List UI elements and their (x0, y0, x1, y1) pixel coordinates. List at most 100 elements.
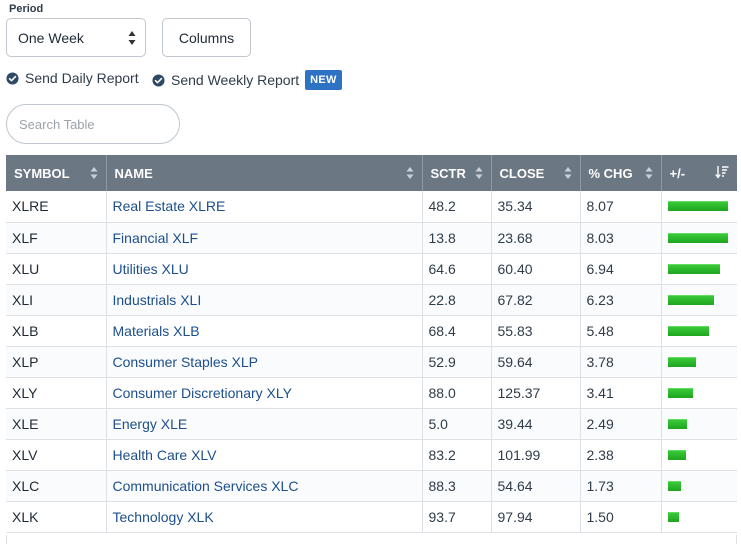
cell-sctr: 5.0 (422, 408, 492, 440)
table-row: XLV Health Care XLV 83.2 101.99 2.38 (6, 439, 737, 471)
cell-close: 55.83 (491, 315, 581, 347)
cell-pct-chg: 1.73 (580, 470, 662, 502)
cell-close: 97.94 (491, 501, 581, 533)
name-link[interactable]: Communication Services XLC (112, 477, 299, 494)
change-bar (667, 201, 728, 212)
cell-name: Health Care XLV (106, 439, 423, 471)
cell-plus-minus (661, 501, 737, 533)
cell-pct-chg: 8.03 (580, 222, 662, 254)
cell-plus-minus (661, 253, 737, 285)
cell-symbol: XLU (6, 253, 107, 285)
cell-pct-chg: 5.48 (580, 315, 662, 347)
search-table-input[interactable] (6, 104, 180, 144)
check-circle-icon (6, 71, 19, 85)
sort-icon (406, 167, 413, 179)
cell-close: 54.64 (491, 470, 581, 502)
cell-close: 35.34 (491, 191, 581, 223)
name-link[interactable]: Health Care XLV (112, 446, 217, 463)
cell-pct-chg: 6.94 (580, 253, 662, 285)
change-bar (667, 263, 720, 274)
cell-close: 125.37 (491, 377, 581, 409)
columns-button[interactable]: Columns (162, 18, 251, 57)
table-row: XLK Technology XLK 93.7 97.94 1.50 (6, 501, 737, 533)
header-symbol[interactable]: SYMBOL (6, 155, 107, 191)
cell-plus-minus (661, 408, 737, 440)
cell-sctr: 64.6 (422, 253, 492, 285)
sort-descending-icon (715, 166, 729, 179)
name-link[interactable]: Financial XLF (112, 229, 199, 246)
cell-name: Materials XLB (106, 315, 423, 347)
cell-name: Financial XLF (106, 222, 423, 254)
cell-name: Industrials XLI (106, 284, 423, 316)
table-row: XLE Energy XLE 5.0 39.44 2.49 (6, 408, 737, 440)
cell-plus-minus (661, 222, 737, 254)
name-link[interactable]: Energy XLE (112, 415, 188, 432)
sort-icon (90, 167, 97, 179)
period-label: Period (9, 3, 44, 15)
cell-symbol: XLB (6, 315, 107, 347)
name-link[interactable]: Real Estate XLRE (112, 198, 226, 215)
cell-plus-minus (661, 284, 737, 316)
period-select[interactable]: One Week (6, 18, 146, 57)
name-link[interactable]: Consumer Discretionary XLY (112, 384, 292, 401)
cell-name: Consumer Staples XLP (106, 346, 423, 378)
table-bottom-edge (6, 535, 737, 544)
cell-symbol: XLE (6, 408, 107, 440)
header-close[interactable]: CLOSE (491, 155, 581, 191)
send-weekly-report-toggle[interactable]: Send Weekly Report NEW (152, 70, 342, 90)
cell-symbol: XLV (6, 439, 107, 471)
cell-pct-chg: 3.41 (580, 377, 662, 409)
name-link[interactable]: Utilities XLU (112, 260, 189, 277)
cell-close: 60.40 (491, 253, 581, 285)
name-link[interactable]: Materials XLB (112, 322, 200, 339)
cell-close: 39.44 (491, 408, 581, 440)
change-bar (667, 387, 693, 398)
header-pct-chg-label: % CHG (588, 165, 633, 181)
cell-close: 101.99 (491, 439, 581, 471)
header-pct-chg[interactable]: % CHG (580, 155, 662, 191)
header-sctr-label: SCTR (430, 165, 466, 181)
cell-name: Real Estate XLRE (106, 191, 423, 223)
table-row: XLRE Real Estate XLRE 48.2 35.34 8.07 (6, 191, 737, 223)
header-symbol-label: SYMBOL (14, 165, 70, 181)
cell-plus-minus (661, 346, 737, 378)
change-bar (667, 511, 679, 522)
sort-icon (475, 167, 482, 179)
header-plus-minus[interactable]: +/- (661, 155, 737, 191)
cell-sctr: 22.8 (422, 284, 492, 316)
cell-name: Consumer Discretionary XLY (106, 377, 423, 409)
cell-pct-chg: 6.23 (580, 284, 662, 316)
send-daily-report-label: Send Daily Report (25, 70, 139, 86)
cell-symbol: XLC (6, 470, 107, 502)
cell-pct-chg: 2.38 (580, 439, 662, 471)
table-row: XLP Consumer Staples XLP 52.9 59.64 3.78 (6, 346, 737, 378)
change-bar (667, 325, 709, 336)
cell-symbol: XLI (6, 284, 107, 316)
cell-plus-minus (661, 191, 737, 223)
cell-symbol: XLY (6, 377, 107, 409)
change-bar (667, 449, 686, 460)
cell-sctr: 93.7 (422, 501, 492, 533)
cell-pct-chg: 1.50 (580, 501, 662, 533)
check-circle-icon (152, 73, 165, 87)
table-row: XLY Consumer Discretionary XLY 88.0 125.37 3… (6, 377, 737, 409)
table-row: XLU Utilities XLU 64.6 60.40 6.94 (6, 253, 737, 285)
name-link[interactable]: Industrials XLI (112, 291, 202, 308)
send-weekly-report-label: Send Weekly Report (171, 72, 300, 88)
new-badge: NEW (305, 70, 342, 90)
cell-symbol: XLRE (6, 191, 107, 223)
table-row: XLF Financial XLF 13.8 23.68 8.03 (6, 222, 737, 254)
name-link[interactable]: Consumer Staples XLP (112, 353, 259, 370)
header-name[interactable]: NAME (106, 155, 423, 191)
cell-close: 23.68 (491, 222, 581, 254)
change-bar (667, 232, 728, 243)
period-selected-value: One Week (18, 29, 84, 46)
name-link[interactable]: Technology XLK (112, 508, 214, 525)
cell-name: Utilities XLU (106, 253, 423, 285)
cell-close: 67.82 (491, 284, 581, 316)
send-daily-report-toggle[interactable]: Send Daily Report (6, 70, 139, 86)
header-sctr[interactable]: SCTR (422, 155, 492, 191)
cell-plus-minus (661, 470, 737, 502)
table-row: XLI Industrials XLI 22.8 67.82 6.23 (6, 284, 737, 316)
table-row: XLC Communication Services XLC 88.3 54.64 1.… (6, 470, 737, 502)
